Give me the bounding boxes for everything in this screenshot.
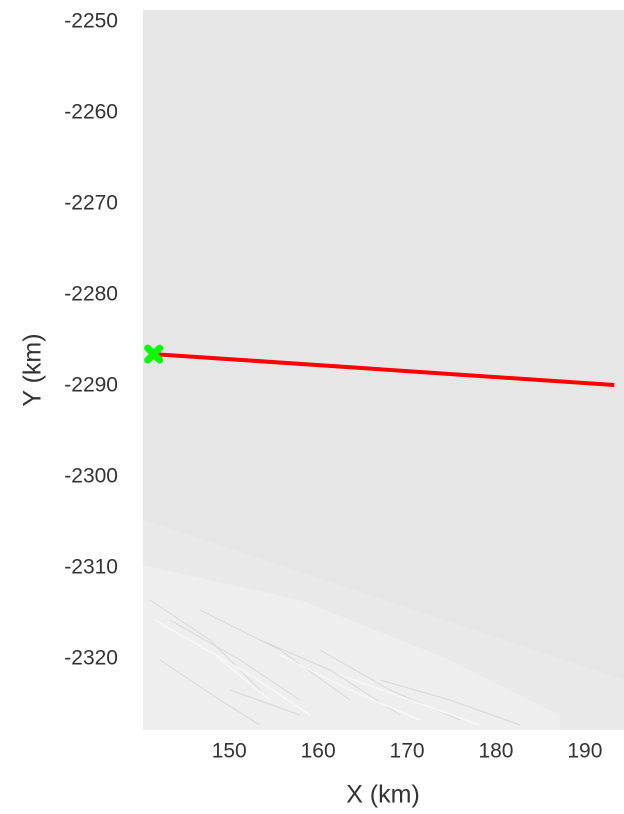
y-tick-label: -2290 <box>64 373 118 396</box>
y-tick-label: -2310 <box>64 556 118 579</box>
y-tick-label: -2320 <box>64 647 118 670</box>
y-tick-label: -2270 <box>64 191 118 214</box>
x-tick-label: 170 <box>390 740 425 763</box>
x-tick-label: 180 <box>478 740 513 763</box>
y-tick-label: -2260 <box>64 100 118 123</box>
y-tick-label: -2300 <box>64 465 118 488</box>
x-tick-label: 150 <box>212 740 247 763</box>
x-axis-label: X (km) <box>346 781 420 809</box>
y-axis-label: Y (km) <box>19 333 47 406</box>
x-tick-label: 160 <box>301 740 336 763</box>
y-tick-label: -2280 <box>64 282 118 305</box>
start-marker <box>148 348 160 360</box>
x-tick-label: 190 <box>567 740 602 763</box>
chart: X (km) Y (km) 150 160 170 180 190 -2250 -2260 -… <box>0 0 624 814</box>
y-tick-label: -2250 <box>64 9 118 32</box>
